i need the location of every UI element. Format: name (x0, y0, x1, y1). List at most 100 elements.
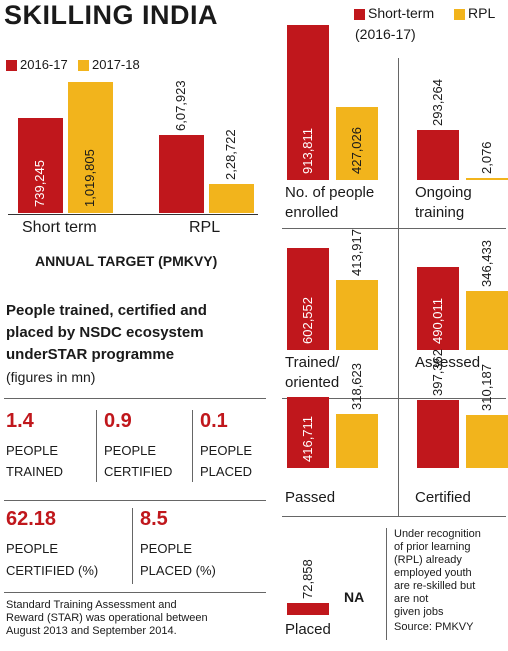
stat-value-people-placed: 0.1 (200, 410, 228, 432)
chart-title: SKILLING INDIA (4, 0, 218, 30)
bar-label-2017-18-0: 1,019,805 (82, 149, 97, 207)
category-label-short-term: Short term (22, 219, 97, 236)
bar-short-term-trained-oriented (287, 248, 329, 350)
rpl-note-line-5: are re-skilled but (394, 580, 476, 592)
bar-2017-18-rpl (209, 184, 254, 213)
bar-rpl-trained-oriented (336, 280, 378, 350)
rpl-note-line-1: Under recognition (394, 528, 481, 540)
stats-heading-line-2: placed by NSDC ecosystem (6, 324, 204, 341)
stat-label-placed-percent-1: PEOPLE (140, 541, 193, 556)
panel-label-passed-1: Passed (285, 489, 336, 506)
bar-rpl-certified (466, 415, 508, 468)
bar-short-term-ongoing-training (417, 130, 459, 180)
bar-label-short-term-passed: 416,711 (300, 415, 315, 462)
stat-label-certified-percent-2: CERTIFIED (%) (6, 563, 99, 578)
bar-label-rpl-certified: 310,187 (479, 364, 494, 411)
panel-label-certified-1: Certified (415, 489, 471, 506)
legend-label-2017-18: 2017-18 (92, 57, 140, 72)
bar-rpl-ongoing-training (466, 178, 508, 180)
bar-short-term-assessed (417, 267, 459, 350)
bar-rpl-no-of-people-enrolled (336, 107, 378, 180)
legend-swatch-2017-18 (78, 60, 89, 71)
stat-label-people-trained-1: PEOPLE (6, 443, 59, 458)
stats-note: (figures in mn) (6, 369, 96, 385)
bar-label-rpl-placed: NA (344, 589, 365, 605)
bar-rpl-assessed (466, 291, 508, 350)
rpl-note-line-2: of prior learning (394, 541, 471, 553)
legend-swatch-rpl (454, 9, 465, 20)
legend-swatch-2016-17 (6, 60, 17, 71)
panel-label-no-of-people-enrolled-2: enrolled (285, 204, 339, 221)
bar-2016-17-short-term (18, 118, 63, 213)
left-chart-baseline (8, 214, 258, 215)
legend-label-rpl: RPL (468, 5, 496, 21)
bar-short-term-passed (287, 397, 329, 468)
footnote-line-3: August 2013 and September 2014. (6, 625, 177, 637)
stat-label-placed-percent-2: PLACED (%) (140, 563, 216, 578)
annual-target-caption: ANNUAL TARGET (PMKVY) (35, 253, 218, 269)
panel-label-trained-oriented-1: Trained/ (285, 354, 340, 371)
legend-label-2016-17: 2016-17 (20, 57, 68, 72)
grid-divider-row-3 (282, 516, 506, 517)
bar-label-rpl-passed: 318,623 (349, 363, 364, 410)
stats-heading-line-3: underSTAR programme (6, 346, 175, 363)
stat-label-people-trained-2: TRAINED (6, 464, 64, 479)
rpl-note-line-6: are not (394, 593, 429, 605)
panel-label-no-of-people-enrolled-1: No. of people (285, 184, 375, 201)
stat-value-people-trained: 1.4 (6, 410, 34, 432)
stats-divider-v3 (132, 508, 133, 584)
grid-divider-vertical (398, 58, 399, 516)
bar-label-2017-18-1: 2,28,722 (223, 129, 238, 180)
bar-label-rpl-trained-oriented: 413,917 (349, 229, 364, 276)
rpl-note-line-7: given jobs (394, 606, 444, 618)
legend-label-year: (2016-17) (355, 26, 416, 42)
stat-label-people-placed-2: PLACED (200, 464, 253, 479)
stat-label-certified-percent-1: PEOPLE (6, 541, 59, 556)
source-note: Source: PMKVY (394, 621, 474, 633)
stats-divider-top (4, 398, 266, 399)
stats-divider-v2 (192, 410, 193, 482)
panel-label-ongoing-training-2: training (415, 204, 465, 221)
bar-label-short-term-certified: 397,362 (430, 349, 445, 396)
bar-short-term-certified (417, 400, 459, 468)
bar-rpl-passed (336, 414, 378, 468)
bar-label-rpl-ongoing-training: 2,076 (479, 141, 494, 174)
stat-value-placed-percent: 8.5 (140, 508, 168, 530)
stat-value-certified-percent: 62.18 (6, 508, 57, 530)
bar-label-short-term-no-of-people-enrolled: 913,811 (300, 127, 315, 174)
footnote-divider (4, 592, 266, 593)
bar-2017-18-short-term (68, 82, 113, 213)
bar-short-term-no-of-people-enrolled (287, 25, 329, 180)
panel-label-ongoing-training-1: Ongoing (415, 184, 472, 201)
category-label-rpl: RPL (189, 219, 221, 236)
grid-divider-row-2 (282, 398, 506, 399)
rpl-note-line-3: (RPL) already (394, 554, 462, 566)
rpl-note-line-4: employed youth (394, 567, 472, 579)
bar-short-term-placed (287, 603, 329, 615)
rpl-note-divider (386, 528, 387, 640)
stat-label-people-certified-2: CERTIFIED (104, 464, 173, 479)
stats-divider-v1 (96, 410, 97, 482)
bar-label-short-term-assessed: 490,011 (430, 297, 445, 344)
bar-label-short-term-placed: 72,858 (300, 559, 315, 599)
panel-label-placed-1: Placed (285, 621, 331, 638)
bar-label-short-term-ongoing-training: 293,264 (430, 79, 445, 126)
stat-label-people-certified-1: PEOPLE (104, 443, 157, 458)
bar-label-2016-17-1: 6,07,923 (173, 80, 188, 131)
panel-label-trained-oriented-2: oriented (285, 374, 340, 391)
bar-label-short-term-trained-oriented: 602,552 (300, 297, 315, 344)
legend-swatch-short-term (354, 9, 365, 20)
footnote-line-1: Standard Training Assessment and (6, 599, 177, 611)
grid-divider-row-1 (282, 228, 506, 229)
footnote-line-2: Reward (STAR) was operational between (6, 612, 208, 624)
panel-label-assessed-1: Assessed (415, 354, 481, 371)
bar-label-2016-17-0: 739,245 (32, 160, 47, 207)
bar-label-rpl-no-of-people-enrolled: 427,026 (349, 127, 364, 174)
bar-label-rpl-assessed: 346,433 (479, 240, 494, 287)
stat-label-people-placed-1: PEOPLE (200, 443, 253, 458)
bar-2016-17-rpl (159, 135, 204, 213)
stats-divider-middle (4, 500, 266, 501)
legend-label-short-term: Short-term (368, 5, 435, 21)
stats-heading-line-1: People trained, certified and (6, 302, 207, 319)
stat-value-people-certified: 0.9 (104, 410, 132, 432)
